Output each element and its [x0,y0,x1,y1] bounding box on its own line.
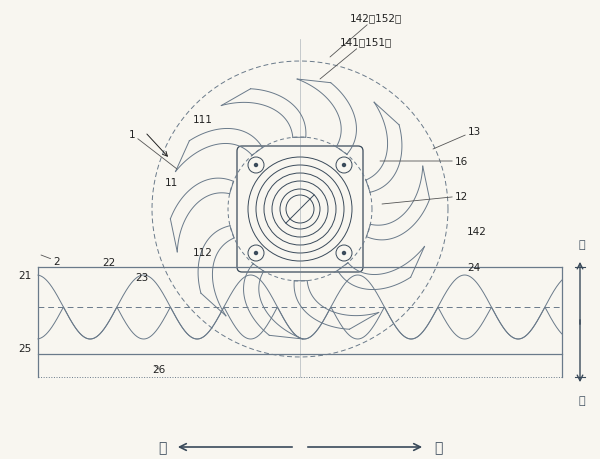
Text: 142（152）: 142（152） [330,13,402,58]
Text: 11: 11 [165,178,178,188]
Text: 2: 2 [41,256,60,266]
Text: 142: 142 [467,226,487,236]
Text: 111: 111 [193,115,213,125]
Text: 112: 112 [193,247,213,257]
Text: 21: 21 [18,270,31,280]
Text: 22: 22 [102,257,115,268]
Text: 右: 右 [434,440,442,454]
Text: 上: 上 [578,240,586,249]
Text: 16: 16 [380,157,468,167]
Text: 25: 25 [18,343,31,353]
Text: 12: 12 [382,191,468,205]
Text: 13: 13 [433,127,481,150]
Text: 141（151）: 141（151） [320,37,392,80]
Circle shape [254,252,257,255]
Text: 左: 左 [158,440,166,454]
Circle shape [254,164,257,167]
Text: 23: 23 [135,272,148,282]
Circle shape [343,164,346,167]
Text: 下: 下 [578,395,586,405]
Text: 26: 26 [152,364,165,374]
Text: 24: 24 [467,263,480,272]
Circle shape [343,252,346,255]
Text: 1: 1 [128,130,177,170]
